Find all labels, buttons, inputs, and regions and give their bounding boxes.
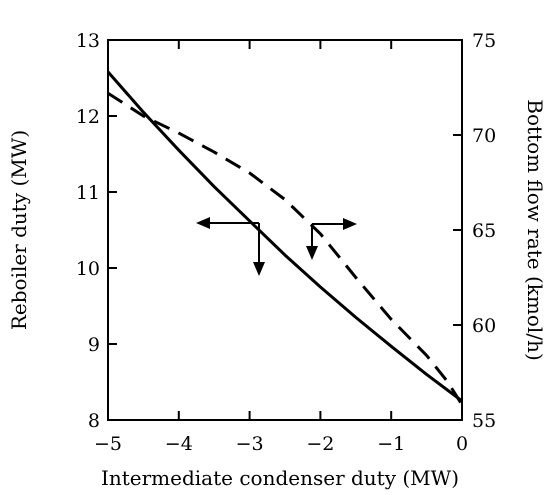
x-axis-title: Intermediate condenser duty (MW)	[101, 466, 459, 490]
plot-frame	[107, 39, 463, 421]
x-tick-label: −4	[165, 433, 193, 455]
reboiler-duty-line	[106, 70, 463, 403]
left-tick-label: 11	[76, 182, 100, 204]
x-tick-label: −1	[377, 433, 405, 455]
x-tick-label: −2	[306, 433, 334, 455]
right-tick-label: 65	[472, 220, 496, 242]
left-axis-title: Reboiler duty (MW)	[7, 130, 31, 330]
left-axis-ticks: 8 9 10 11 12 13	[76, 30, 117, 432]
right-axis-title: Bottom flow rate (kmol/h)	[523, 99, 547, 361]
right-tick-label: 70	[472, 125, 496, 147]
x-tick-label: −3	[236, 433, 264, 455]
right-axis-arrow	[306, 218, 357, 260]
left-tick-label: 10	[76, 258, 100, 280]
left-tick-label: 12	[76, 106, 100, 128]
series-layer	[106, 70, 464, 406]
left-tick-label: 9	[88, 334, 100, 356]
x-axis-ticks: −5 −4 −3 −2 −1 0	[94, 40, 468, 455]
left-tick-label: 13	[76, 30, 100, 52]
x-tick-label: 0	[456, 433, 468, 455]
right-tick-label: 60	[472, 315, 496, 337]
left-tick-label: 8	[88, 410, 100, 432]
bottom-flow-rate-line	[107, 91, 464, 406]
right-tick-label: 55	[472, 410, 496, 432]
right-axis-ticks: 55 60 65 70 75	[453, 30, 496, 432]
left-axis-arrow	[196, 217, 265, 276]
x-tick-label: −5	[94, 433, 122, 455]
right-tick-label: 75	[472, 30, 496, 52]
